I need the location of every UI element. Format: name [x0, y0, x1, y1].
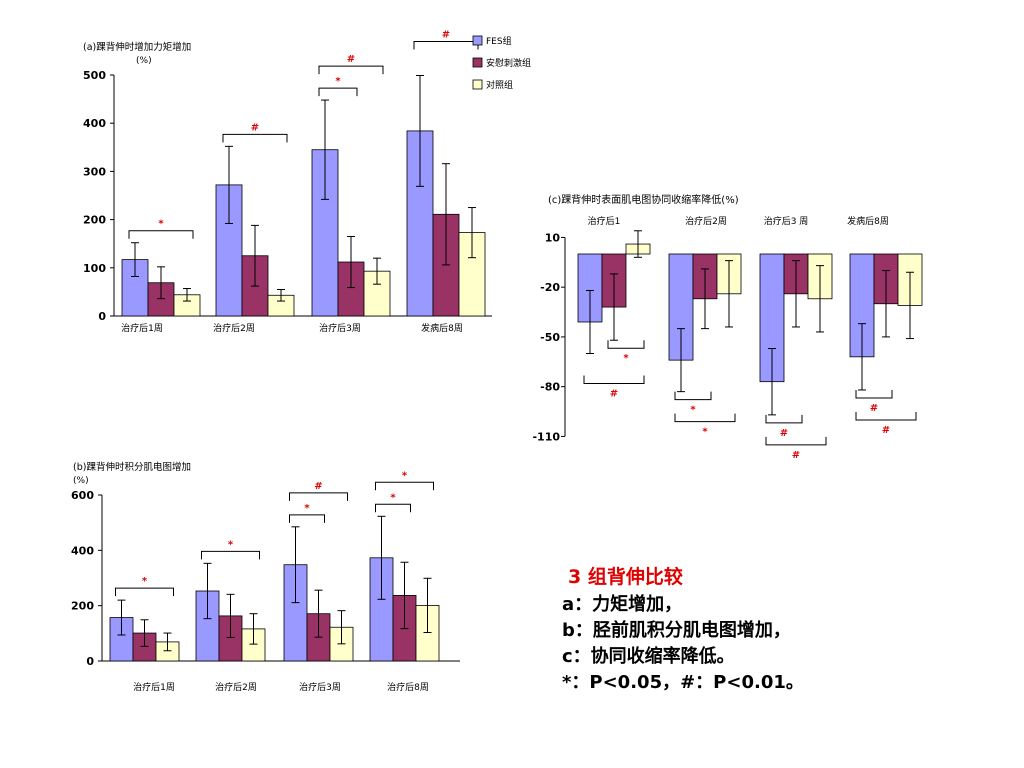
chart-a-significance-bracket	[318, 87, 358, 97]
chart-b-significance-bracket	[375, 481, 434, 491]
chart-a-title: (a)踝背伸时增加力矩增加	[83, 41, 191, 53]
summary-line-b: b：胫前肌积分肌电图增加，	[562, 620, 791, 641]
chart-a-significance-mark: *	[158, 219, 164, 230]
legend-label-control: 对照组	[486, 79, 513, 91]
chart-b-significance-mark: *	[390, 492, 396, 503]
chart-c-significance-mark: *	[623, 353, 629, 364]
chart-a-significance-bracket	[222, 133, 288, 143]
chart-b-category-label: 治疗后1周	[133, 681, 175, 693]
legend-swatch-fes	[472, 35, 483, 46]
chart-b-y-tick-label: 0	[86, 655, 94, 668]
chart-a-ylabel: (%)	[136, 56, 152, 66]
legend-label-fes: FES组	[486, 35, 512, 47]
chart-c-significance-mark: #	[610, 389, 618, 400]
chart-c-significance-mark: *	[702, 427, 708, 438]
chart-a-y-tick-label: 100	[83, 262, 106, 275]
chart-c-y-tick-label: -50	[540, 331, 560, 344]
chart-c-significance-bracket	[855, 389, 893, 399]
chart-c-category-label: 发病后8周	[847, 215, 889, 227]
chart-b-y-tick-label: 400	[71, 544, 94, 557]
chart-c-significance-bracket	[607, 340, 645, 349]
chart-a-y-tick-label: 500	[83, 69, 106, 82]
chart-a-significance-mark: *	[335, 76, 341, 87]
chart-a-significance-bracket	[128, 230, 194, 239]
chart-c-y-tick-label: -20	[540, 281, 560, 294]
chart-a-y-tick-label: 200	[83, 214, 106, 227]
chart-a-category-label: 发病后8周	[421, 322, 463, 334]
legend-label-placebo: 安慰刺激组	[486, 57, 531, 69]
chart-c-significance-bracket	[674, 391, 712, 401]
chart-c-bar-fes	[759, 253, 785, 383]
chart-a-significance-bracket	[318, 65, 384, 75]
chart-a-category-label: 治疗后2周	[213, 322, 255, 334]
chart-c-category-label: 治疗后2周	[685, 215, 727, 227]
chart-a-y-tick-label: 0	[98, 310, 106, 323]
chart-b-title: (b)踝背伸时积分肌电图增加	[73, 461, 191, 473]
chart-a-y-tick-label: 300	[83, 165, 106, 178]
legend-swatch-control	[472, 79, 483, 90]
chart-b-significance-mark: *	[228, 539, 234, 550]
chart-c-y-tick-label: 10	[545, 231, 561, 244]
chart-b-significance-mark: *	[402, 470, 408, 481]
chart-a-significance-mark: #	[442, 29, 450, 40]
summary-panel: 3 组背伸比较 a：力矩增加， b：胫前肌积分肌电图增加， c：协同收缩率降低。…	[562, 562, 804, 696]
chart-c-significance-mark: *	[690, 405, 696, 416]
chart-b-category-label: 治疗后2周	[215, 681, 257, 693]
chart-b-category-label: 治疗后8周	[387, 681, 429, 693]
chart-c-significance-bracket	[583, 375, 645, 384]
chart-b-significance-bracket	[375, 503, 411, 513]
chart-b-y-tick-label: 200	[71, 600, 94, 613]
chart-c-title: (c)踝背伸时表面肌电图协同收缩率降低(%)	[548, 193, 739, 206]
summary-title: 3 组背伸比较	[568, 566, 683, 588]
chart-c-category-label: 治疗后3 周	[764, 215, 809, 227]
chart-c-significance-mark: #	[792, 450, 800, 461]
chart-b-significance-mark: #	[314, 481, 322, 492]
chart-a-significance-mark: #	[347, 54, 355, 65]
chart-c-significance-mark: #	[870, 403, 878, 414]
chart-b-significance-mark: *	[304, 503, 310, 514]
chart-c-significance-bracket	[674, 413, 736, 423]
chart-a-significance-mark: #	[251, 122, 259, 133]
chart-c-y-tick-label: -110	[532, 430, 560, 443]
chart-a-bar-placebo	[337, 261, 365, 317]
chart-b-significance-bracket	[289, 492, 348, 501]
summary-line-significance: *：P<0.05，#：P<0.01。	[562, 672, 804, 693]
chart-c-significance-bracket	[765, 436, 827, 446]
summary-line-a: a：力矩增加，	[562, 594, 683, 615]
chart-b-category-label: 治疗后3周	[299, 681, 341, 693]
chart-a-category-label: 治疗后3周	[319, 322, 361, 334]
chart-c-category-label: 治疗后1	[588, 215, 621, 227]
chart-b-y-tick-label: 600	[71, 489, 94, 502]
chart-c-significance-bracket	[855, 411, 917, 421]
chart-a-category-label: 治疗后1周	[121, 322, 163, 334]
chart-b-significance-bracket	[201, 550, 260, 560]
chart-b-significance-bracket	[289, 514, 325, 523]
chart-c-significance-bracket	[765, 414, 803, 424]
chart-c-y-tick-label: -80	[540, 381, 560, 394]
chart-c-significance-mark: #	[882, 425, 890, 436]
summary-line-c: c：协同收缩率降低。	[562, 646, 735, 667]
chart-a-significance-bracket	[413, 40, 479, 50]
legend-swatch-placebo	[472, 57, 483, 68]
chart-b-significance-bracket	[115, 587, 174, 597]
chart-c-significance-mark: #	[780, 428, 788, 439]
chart-b-ylabel: (%)	[73, 476, 89, 486]
chart-b-significance-mark: *	[142, 576, 148, 587]
chart-a-y-tick-label: 400	[83, 117, 106, 130]
